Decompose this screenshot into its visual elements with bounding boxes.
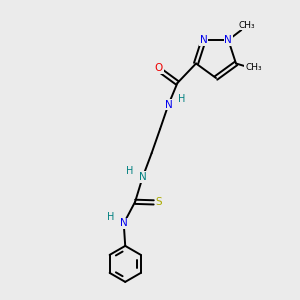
Text: H: H: [107, 212, 115, 222]
Text: S: S: [156, 197, 162, 207]
Text: N: N: [120, 218, 127, 228]
Text: N: N: [200, 35, 208, 45]
Text: CH₃: CH₃: [245, 64, 262, 73]
Text: N: N: [224, 35, 232, 45]
Text: H: H: [126, 166, 134, 176]
Text: N: N: [165, 100, 172, 110]
Text: H: H: [178, 94, 185, 104]
Text: CH₃: CH₃: [238, 20, 255, 29]
Text: N: N: [139, 172, 146, 182]
Text: O: O: [155, 63, 163, 73]
